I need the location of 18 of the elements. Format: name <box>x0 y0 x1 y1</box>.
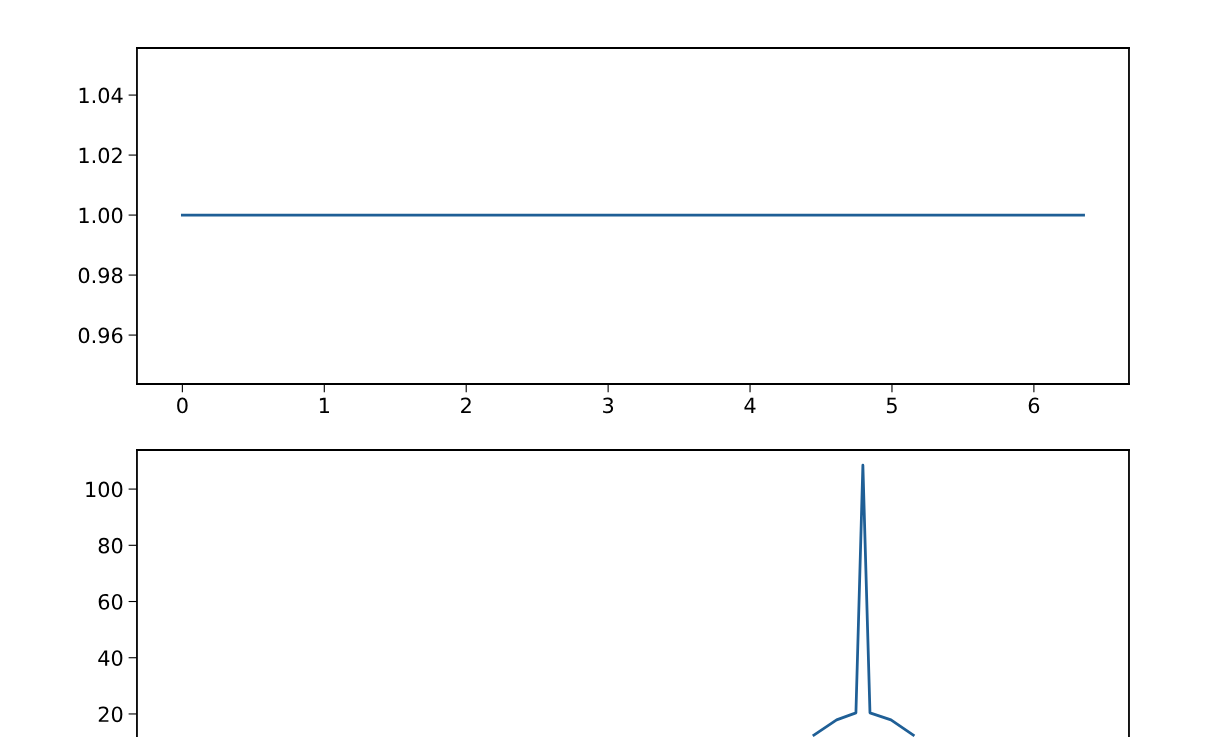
x-tick-label: 1 <box>319 397 329 413</box>
x-tick-label: 4 <box>744 397 756 413</box>
x-tick-label: 3 <box>603 397 614 414</box>
y-tick-label: 80 <box>98 537 123 554</box>
y-tick-label: 1.00 <box>79 207 123 224</box>
y-tick-label: 40 <box>98 650 123 666</box>
x-tick-label: 5 <box>886 397 897 414</box>
y-tick-label: 60 <box>98 593 123 610</box>
line-series <box>812 463 915 737</box>
y-tick-label: 0.98 <box>78 267 123 284</box>
x-tick-label: 2 <box>461 397 471 413</box>
y-tick-label: 0.96 <box>78 327 123 344</box>
y-tick-label: 100 <box>86 481 123 498</box>
y-tick-label: 20 <box>98 706 123 723</box>
y-tick-label: 1.04 <box>79 87 123 104</box>
y-tick-label: 1.02 <box>79 147 122 164</box>
x-tick-label: 6 <box>1028 397 1040 414</box>
x-tick-label: 0 <box>177 397 188 414</box>
